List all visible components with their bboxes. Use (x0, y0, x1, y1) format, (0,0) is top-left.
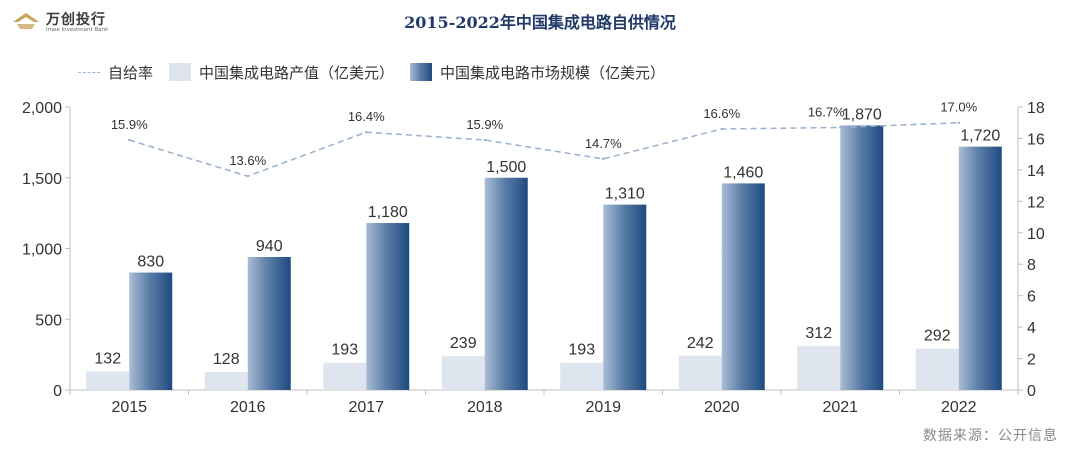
bar-market (958, 146, 1002, 390)
data-source: 数据来源：公开信息 (923, 428, 1058, 444)
x-tick-label: 2020 (704, 399, 740, 416)
legend-label-market: 中国集成电路市场规模（亿美元） (440, 63, 666, 82)
y-right-tick-label: 0 (1027, 383, 1036, 400)
bar-market (484, 177, 528, 390)
bar-market-label: 1,460 (723, 164, 763, 181)
bar-output-label: 128 (213, 351, 240, 368)
y-right-tick-label: 2 (1027, 352, 1036, 369)
y-right-tick-label: 4 (1027, 320, 1036, 337)
ratio-label: 16.4% (348, 109, 385, 124)
x-tick-label: 2019 (585, 399, 621, 416)
y-left-tick-label: 1,000 (22, 242, 62, 259)
bar-market-label: 1,720 (960, 128, 1000, 145)
ratio-line (129, 121, 959, 177)
bar-market (603, 204, 647, 390)
bar-output (915, 348, 959, 390)
ratio-point (957, 121, 960, 124)
y-right-tick-label: 6 (1027, 289, 1036, 306)
legend-item-market: 中国集成电路市场规模（亿美元） (410, 62, 665, 83)
ratio-point (483, 138, 486, 142)
brand-emblem-icon (13, 13, 39, 29)
y-left-tick-label: 0 (53, 383, 62, 400)
bar-market (840, 125, 884, 391)
bar-market-label: 1,870 (842, 106, 882, 123)
bar-output (204, 371, 248, 390)
legend-item-output: 中国集成电路产值（亿美元） (169, 62, 394, 83)
bar-output-label: 292 (924, 328, 951, 345)
ratio-point (839, 126, 842, 129)
bar-output (86, 371, 130, 390)
bar-output-label: 239 (450, 335, 477, 352)
legend-swatch-dark (410, 63, 433, 81)
y-right-tick-label: 12 (1027, 194, 1045, 211)
brand-subtitle: Imee Investment Bank (46, 27, 109, 33)
y-right-tick-label: 16 (1027, 131, 1045, 148)
legend-swatch-line (78, 71, 100, 73)
bar-market-label: 1,310 (605, 186, 645, 203)
ratio-point (602, 157, 605, 161)
ratio-label: 15.9% (466, 117, 503, 132)
bar-market (366, 223, 410, 390)
bar-output (797, 345, 841, 390)
ratio-point (128, 138, 131, 142)
y-left-tick-label: 1,500 (22, 171, 62, 188)
bar-output-label: 242 (687, 335, 714, 352)
bar-output (678, 355, 722, 390)
x-tick-label: 2021 (822, 399, 858, 416)
brand-name: 万创投行 (46, 12, 106, 28)
x-tick-label: 2018 (467, 399, 503, 416)
bar-market-label: 1,180 (368, 204, 408, 221)
ratio-label: 16.7% (808, 104, 845, 119)
bar-output (323, 362, 367, 390)
legend-item-ratio: 自给率 (78, 62, 153, 83)
ratio-label: 16.6% (703, 106, 740, 121)
bar-output-label: 193 (568, 342, 595, 359)
y-left-tick-label: 2,000 (22, 100, 62, 117)
y-right-tick-label: 14 (1027, 163, 1045, 180)
ratio-label: 13.6% (229, 153, 266, 168)
ratio-point (720, 127, 723, 131)
bar-output-label: 312 (805, 325, 832, 342)
ratio-label: 15.9% (111, 117, 148, 132)
bar-market-label: 830 (137, 254, 164, 271)
ratio-label: 14.7% (585, 136, 622, 151)
bar-market (129, 272, 173, 390)
bar-market (247, 256, 291, 390)
x-tick-label: 2015 (111, 399, 147, 416)
y-right-tick-label: 18 (1027, 100, 1045, 117)
ratio-label: 17.0% (940, 100, 977, 115)
x-tick-label: 2017 (348, 399, 384, 416)
bar-market (721, 183, 765, 390)
chart-title: 2015-2022年中国集成电路自供情况 (404, 13, 676, 32)
x-tick-label: 2016 (230, 399, 266, 416)
bar-market-label: 1,500 (486, 159, 526, 176)
bar-output-label: 193 (331, 342, 358, 359)
x-tick-label: 2022 (941, 399, 977, 416)
bar-output-label: 132 (94, 350, 121, 367)
ratio-point (246, 174, 249, 178)
ratio-point (365, 130, 368, 134)
bar-output (560, 362, 604, 390)
bar-market-label: 940 (256, 238, 283, 255)
legend-label-ratio: 自给率 (108, 63, 154, 82)
chart-legend: 自给率 中国集成电路产值（亿美元） 中国集成电路市场规模（亿美元） (78, 61, 681, 83)
y-left-tick-label: 500 (35, 312, 62, 329)
brand-logo: 万创投行 Imee Investment Bank (10, 6, 130, 38)
y-right-tick-label: 8 (1027, 257, 1036, 274)
y-right-tick-label: 10 (1027, 226, 1045, 243)
legend-label-output: 中国集成电路产值（亿美元） (199, 63, 395, 82)
legend-swatch-light (169, 63, 192, 81)
bar-output (441, 356, 485, 390)
